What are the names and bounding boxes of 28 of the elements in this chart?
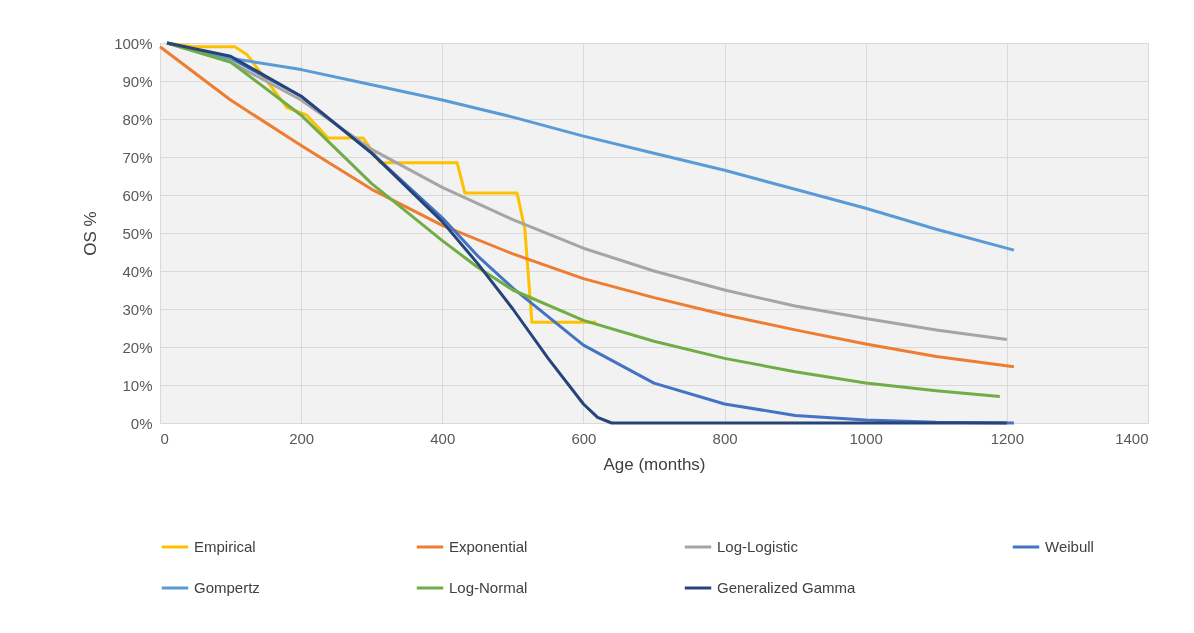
y-tick-label: 30% <box>122 300 153 318</box>
legend-label: Log-Normal <box>449 579 528 596</box>
x-tick-label: 1000 <box>849 429 883 447</box>
y-tick-label: 0% <box>130 414 153 432</box>
y-tick-label: 100% <box>114 34 153 52</box>
legend-label: Generalized Gamma <box>717 579 857 596</box>
x-tick-label: 0 <box>160 429 169 447</box>
x-tick-label: 800 <box>712 429 738 447</box>
y-tick-label: 20% <box>122 338 153 356</box>
y-axis-title: OS % <box>81 211 101 256</box>
y-tick-label: 80% <box>122 110 153 128</box>
x-axis-title: Age (months) <box>603 454 706 474</box>
x-tick-label: 1400 <box>1115 429 1149 447</box>
y-tick-label: 90% <box>122 72 153 90</box>
x-tick-label: 200 <box>289 429 315 447</box>
x-tick-label: 1200 <box>990 429 1025 447</box>
x-tick-label: 400 <box>430 429 456 447</box>
legend-label: Weibull <box>1045 538 1094 555</box>
x-tick-label: 600 <box>571 429 597 447</box>
y-tick-label: 70% <box>122 148 153 166</box>
y-tick-label: 40% <box>122 262 153 280</box>
legend-label: Exponential <box>449 538 528 555</box>
legend-label: Empirical <box>194 538 256 555</box>
y-tick-label: 10% <box>122 376 153 394</box>
legend-label: Gompertz <box>194 579 260 596</box>
y-tick-label: 50% <box>122 224 153 242</box>
y-tick-label: 60% <box>122 186 153 204</box>
legend-label: Log-Logistic <box>717 538 799 555</box>
